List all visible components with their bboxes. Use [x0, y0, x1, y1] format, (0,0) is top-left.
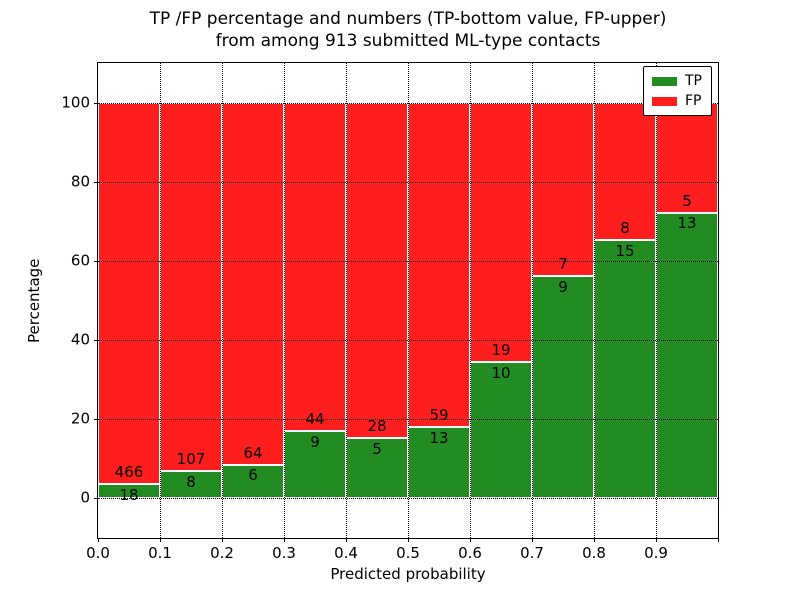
fp-legend-swatch: [652, 96, 677, 106]
tp-bar-segment: [470, 361, 532, 499]
axes: 466 18 107 8 64 6 44 9 28 5 59 13 19 10 7 9 8 15 5 13 TP FP …: [61, 62, 719, 562]
y-tick-mark: [94, 102, 98, 104]
x-tick-mark: [346, 538, 347, 542]
x-tick-mark: [284, 538, 285, 542]
legend-label: TP: [685, 73, 702, 89]
x-tick-label: 0.1: [148, 544, 172, 562]
chart-title-line2: from among 913 submitted ML-type contact…: [215, 31, 601, 51]
x-tick-label: 0.5: [396, 544, 420, 562]
fp-bar-segment: [532, 102, 594, 276]
legend-label: FP: [685, 93, 702, 109]
fp-bar-segment: [222, 102, 284, 465]
tp-bar-segment: [656, 212, 718, 499]
tp-bar-segment: [284, 431, 346, 499]
legend-entry-tp: TP: [652, 71, 702, 91]
fp-bar-segment: [160, 102, 222, 471]
fp-bar-segment: [470, 102, 532, 362]
tp-bar-segment: [594, 240, 656, 499]
x-tick-label: 0.2: [210, 544, 234, 562]
y-tick-mark: [94, 419, 98, 421]
x-tick-label: 0.4: [334, 544, 358, 562]
fp-bar-segment: [656, 102, 718, 213]
tp-bar-segment: [98, 483, 160, 499]
tp-bar-segment: [222, 464, 284, 499]
x-tick-mark: [222, 538, 223, 542]
tp-bar-segment: [346, 438, 408, 499]
tp-bar-segment: [408, 426, 470, 499]
y-tick-label: 60: [70, 251, 90, 270]
x-tick-mark: [470, 538, 471, 542]
fp-bar-segment: [284, 102, 346, 432]
y-tick-label: 40: [70, 330, 90, 349]
legend-entry-fp: FP: [652, 91, 702, 111]
fp-bar-segment: [408, 102, 470, 427]
tp-bar-segment: [160, 470, 222, 499]
y-tick-label: 20: [70, 409, 90, 428]
x-tick-label: 0.8: [582, 544, 606, 562]
x-tick-label: 0.9: [644, 544, 668, 562]
bars-layer: [98, 63, 718, 538]
chart-title-line1: TP /FP percentage and numbers (TP-bottom…: [149, 9, 667, 29]
y-tick-label: 80: [70, 172, 90, 191]
tp-legend-swatch: [652, 76, 677, 86]
x-tick-label: 0.6: [458, 544, 482, 562]
x-axis-label: Predicted probability: [330, 565, 486, 583]
x-tick-mark: [532, 538, 533, 542]
fp-bar-segment: [594, 102, 656, 241]
tp-bar-segment: [532, 275, 594, 499]
y-axis-label: Percentage: [25, 258, 43, 343]
x-tick-label: 0.0: [86, 544, 110, 562]
x-tick-mark: [594, 538, 595, 542]
y-tick-mark: [94, 498, 98, 500]
y-tick-label: 100: [61, 93, 90, 112]
x-tick-mark: [656, 538, 657, 542]
x-tick-label: 0.3: [272, 544, 296, 562]
x-tick-mark: [408, 538, 409, 542]
y-tick-mark: [94, 340, 98, 342]
y-tick-mark: [94, 181, 98, 183]
x-tick-mark: [160, 538, 161, 542]
x-tick-mark: [98, 538, 99, 542]
x-tick-label: 0.7: [520, 544, 544, 562]
fp-bar-segment: [346, 102, 408, 439]
y-tick-mark: [94, 260, 98, 262]
fp-bar-segment: [98, 102, 160, 484]
legend: TP FP: [643, 66, 712, 116]
chart-title: TP /FP percentage and numbers (TP-bottom…: [97, 8, 719, 52]
y-tick-label: 0: [80, 488, 90, 507]
x-tick-mark: [718, 538, 719, 542]
